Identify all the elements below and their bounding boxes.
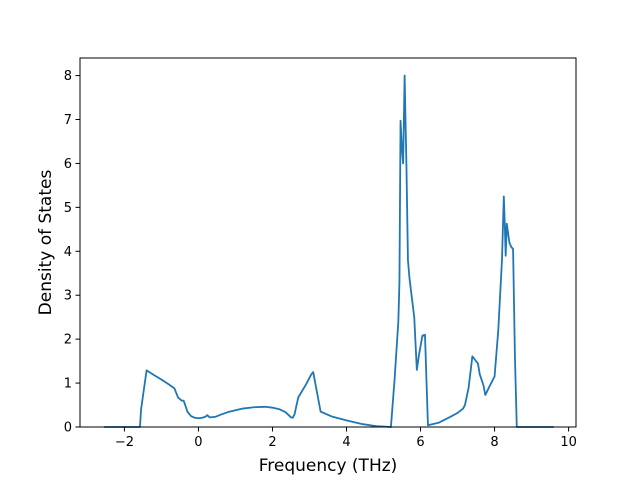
x-tick-label: −2: [115, 435, 134, 450]
x-axis-label: Frequency (THz): [259, 456, 398, 476]
y-axis-label: Density of States: [36, 170, 56, 316]
axes-frame: [79, 57, 577, 428]
y-tick-label: 5: [64, 201, 72, 216]
y-tick-label: 7: [64, 113, 72, 128]
y-tick-label: 0: [64, 421, 72, 436]
axis-ticks: −2 0 2 4 6 8 10 0 1 2 3 4 5 6 7 8: [64, 69, 577, 450]
y-tick-label: 2: [64, 333, 72, 348]
y-tick-label: 6: [64, 157, 72, 172]
x-tick-label: 2: [268, 435, 276, 450]
y-tick-label: 8: [64, 69, 72, 84]
x-tick-label: 0: [194, 435, 202, 450]
x-tick-label: 8: [490, 435, 498, 450]
y-tick-label: 1: [64, 377, 72, 392]
x-tick-label: 4: [342, 435, 350, 450]
x-tick-label: 10: [560, 435, 577, 450]
x-tick-label: 6: [416, 435, 424, 450]
y-tick-label: 4: [64, 245, 72, 260]
plot-area: [104, 74, 554, 428]
dos-series-line: [104, 74, 554, 428]
y-tick-label: 3: [64, 289, 72, 304]
